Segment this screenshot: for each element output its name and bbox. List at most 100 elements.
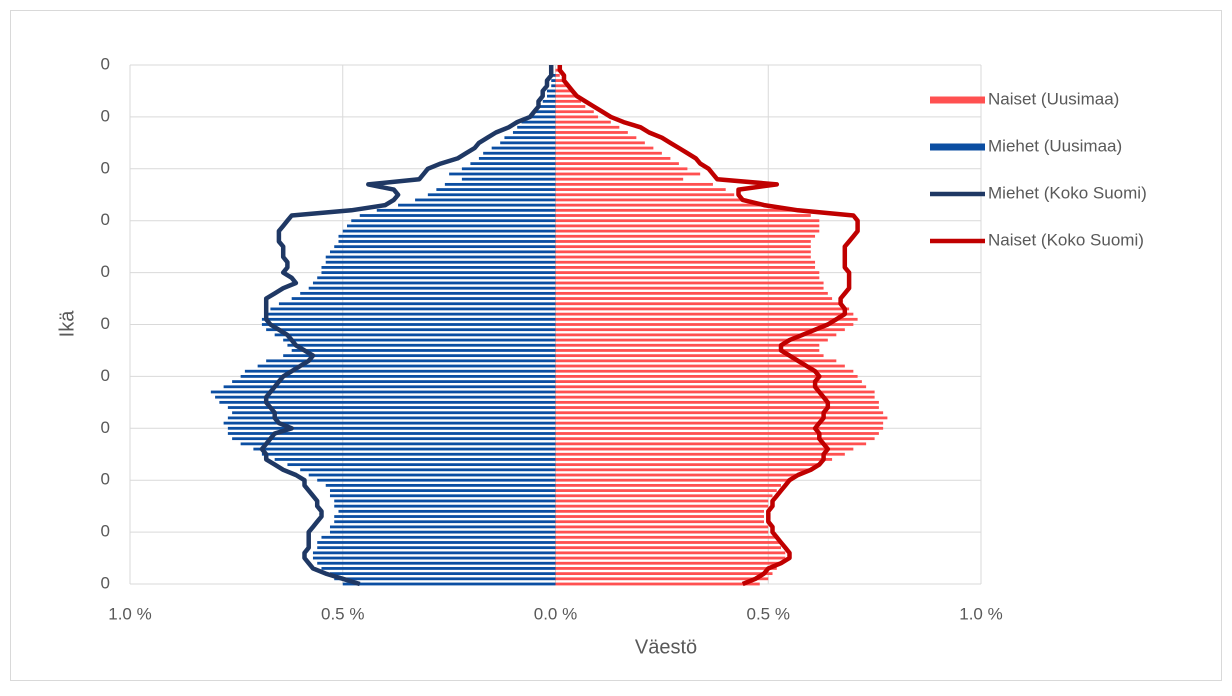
bar xyxy=(555,359,837,363)
bar xyxy=(555,530,769,534)
bar xyxy=(555,198,747,202)
bar xyxy=(334,577,556,581)
bar xyxy=(287,463,556,467)
bar xyxy=(555,483,782,487)
bar xyxy=(338,240,556,243)
bar xyxy=(555,110,594,114)
bar xyxy=(266,312,556,316)
bar xyxy=(300,468,556,472)
bar xyxy=(555,115,599,119)
bar xyxy=(240,442,556,446)
bar xyxy=(555,214,811,217)
legend-label: Naiset (Koko Suomi) xyxy=(988,230,1144,249)
bar xyxy=(555,167,688,171)
y-tick-label: 0 xyxy=(101,210,110,229)
bar xyxy=(555,84,569,88)
y-tick-label: 0 xyxy=(101,262,110,281)
y-tick-label: 0 xyxy=(101,54,110,73)
bar xyxy=(334,499,556,503)
bar xyxy=(325,255,556,259)
bar xyxy=(555,354,824,358)
bar xyxy=(546,89,556,93)
bar xyxy=(555,208,794,212)
bar xyxy=(555,421,884,425)
bar xyxy=(555,343,820,347)
bar xyxy=(283,338,556,342)
bar xyxy=(334,245,556,249)
y-tick-label: 0 xyxy=(101,366,110,385)
bar xyxy=(555,73,560,77)
bar xyxy=(232,437,556,441)
bar xyxy=(555,99,582,103)
bar xyxy=(555,390,875,394)
bar xyxy=(491,146,556,150)
bar xyxy=(312,551,556,555)
bar xyxy=(555,463,820,467)
bar xyxy=(227,406,556,409)
bar xyxy=(555,452,845,456)
bar xyxy=(329,494,556,498)
bar xyxy=(555,556,786,560)
bar xyxy=(555,219,820,223)
bar xyxy=(253,447,556,451)
bar xyxy=(555,582,760,586)
bar xyxy=(283,354,556,358)
bar xyxy=(555,535,777,539)
bar xyxy=(555,120,611,124)
bar xyxy=(261,323,556,326)
bar xyxy=(555,504,769,508)
bar xyxy=(427,193,556,197)
bar xyxy=(351,219,556,223)
y-axis-title: Ikä xyxy=(56,310,78,338)
bar xyxy=(321,567,556,570)
bar xyxy=(555,494,773,498)
bar xyxy=(555,442,867,446)
bar xyxy=(555,245,811,249)
bar xyxy=(555,312,854,316)
bar xyxy=(376,208,556,212)
bar xyxy=(334,515,556,518)
bar xyxy=(215,395,556,399)
bar xyxy=(321,271,556,274)
bar xyxy=(555,151,662,155)
bar xyxy=(329,250,556,254)
bar xyxy=(329,489,556,492)
bar xyxy=(555,432,879,435)
bar xyxy=(223,421,556,425)
bar xyxy=(329,525,556,529)
bar xyxy=(555,349,820,352)
bar xyxy=(308,473,556,477)
bar xyxy=(555,250,811,254)
bar xyxy=(325,260,556,264)
legend-label: Naiset (Uusimaa) xyxy=(988,89,1119,108)
bar xyxy=(555,333,837,337)
bar xyxy=(555,240,811,243)
bar xyxy=(555,489,777,492)
bar xyxy=(342,229,556,233)
bar xyxy=(312,556,556,560)
bar xyxy=(555,385,867,389)
bar xyxy=(555,478,790,482)
bar xyxy=(555,297,833,300)
bar xyxy=(291,297,556,300)
bar xyxy=(274,333,556,337)
bar xyxy=(334,520,556,524)
y-tick-label: 0 xyxy=(101,522,110,541)
bar xyxy=(398,203,556,207)
bar xyxy=(555,499,769,503)
bar xyxy=(555,395,875,399)
bar xyxy=(321,266,556,269)
bar xyxy=(555,561,782,565)
bar xyxy=(555,141,645,145)
line xyxy=(259,65,554,587)
bar xyxy=(555,317,858,321)
x-tick-label: 0.5 % xyxy=(747,604,790,623)
bar xyxy=(555,131,628,134)
bar xyxy=(555,468,811,472)
x-tick-label: 1.0 % xyxy=(108,604,151,623)
bar xyxy=(555,266,816,269)
x-tick-label: 0.5 % xyxy=(321,604,364,623)
bar xyxy=(555,177,684,181)
bar xyxy=(555,255,811,259)
